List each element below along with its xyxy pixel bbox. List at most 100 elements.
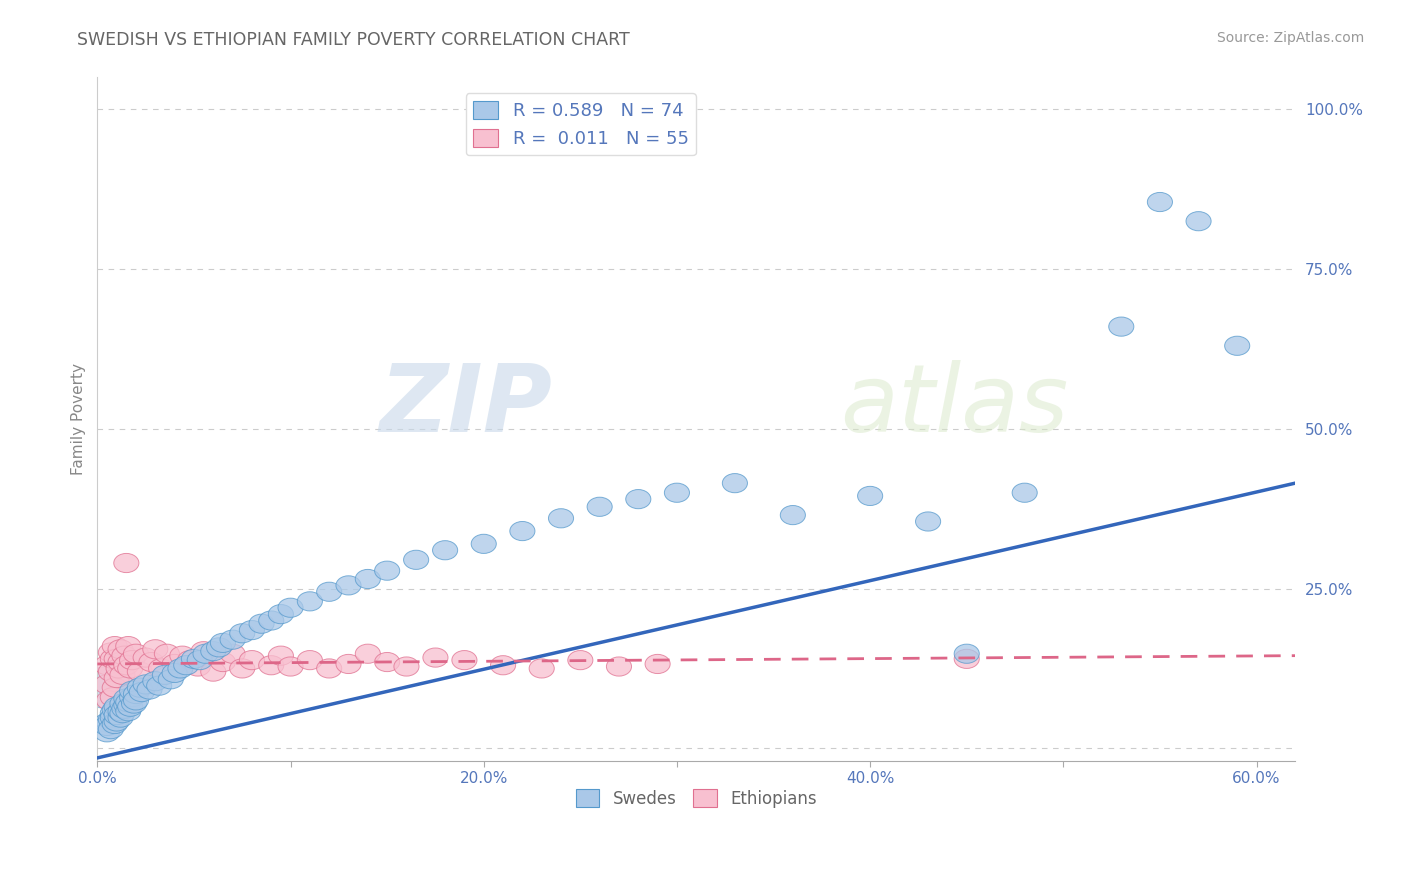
Ellipse shape <box>229 624 254 643</box>
Y-axis label: Family Poverty: Family Poverty <box>72 363 86 475</box>
Ellipse shape <box>118 659 143 678</box>
Ellipse shape <box>94 656 120 675</box>
Text: Source: ZipAtlas.com: Source: ZipAtlas.com <box>1216 31 1364 45</box>
Ellipse shape <box>548 508 574 528</box>
Ellipse shape <box>110 694 135 714</box>
Ellipse shape <box>239 621 264 640</box>
Ellipse shape <box>103 700 128 720</box>
Ellipse shape <box>780 506 806 524</box>
Ellipse shape <box>211 652 235 672</box>
Ellipse shape <box>103 714 128 733</box>
Ellipse shape <box>374 561 399 581</box>
Ellipse shape <box>115 637 141 656</box>
Ellipse shape <box>588 497 612 516</box>
Ellipse shape <box>103 678 128 698</box>
Ellipse shape <box>529 659 554 678</box>
Ellipse shape <box>723 474 748 492</box>
Ellipse shape <box>134 675 159 694</box>
Ellipse shape <box>146 676 172 695</box>
Ellipse shape <box>124 644 149 664</box>
Ellipse shape <box>269 605 294 624</box>
Ellipse shape <box>336 655 361 673</box>
Ellipse shape <box>955 649 980 668</box>
Ellipse shape <box>170 646 195 665</box>
Ellipse shape <box>229 659 254 678</box>
Ellipse shape <box>104 649 129 668</box>
Ellipse shape <box>187 650 212 670</box>
Ellipse shape <box>394 657 419 676</box>
Ellipse shape <box>149 659 174 678</box>
Ellipse shape <box>259 611 284 630</box>
Ellipse shape <box>159 670 183 689</box>
Ellipse shape <box>114 553 139 573</box>
Ellipse shape <box>336 576 361 595</box>
Ellipse shape <box>105 659 131 678</box>
Ellipse shape <box>112 646 136 665</box>
Ellipse shape <box>94 716 120 736</box>
Ellipse shape <box>316 582 342 601</box>
Ellipse shape <box>124 690 149 710</box>
Text: SWEDISH VS ETHIOPIAN FAMILY POVERTY CORRELATION CHART: SWEDISH VS ETHIOPIAN FAMILY POVERTY CORR… <box>77 31 630 49</box>
Ellipse shape <box>174 656 198 675</box>
Ellipse shape <box>606 657 631 676</box>
Ellipse shape <box>98 643 124 662</box>
Ellipse shape <box>120 681 145 700</box>
Ellipse shape <box>129 682 155 702</box>
Ellipse shape <box>128 662 152 681</box>
Ellipse shape <box>128 678 152 698</box>
Ellipse shape <box>118 698 143 716</box>
Ellipse shape <box>152 665 177 684</box>
Ellipse shape <box>356 644 381 664</box>
Ellipse shape <box>201 662 226 681</box>
Ellipse shape <box>219 644 245 664</box>
Ellipse shape <box>568 650 593 670</box>
Ellipse shape <box>100 688 125 706</box>
Ellipse shape <box>115 693 141 712</box>
Ellipse shape <box>143 640 167 659</box>
Ellipse shape <box>97 690 121 710</box>
Ellipse shape <box>120 688 145 706</box>
Ellipse shape <box>201 641 226 661</box>
Ellipse shape <box>110 665 135 684</box>
Ellipse shape <box>114 695 139 714</box>
Ellipse shape <box>100 708 125 727</box>
Ellipse shape <box>143 672 167 690</box>
Ellipse shape <box>955 644 980 664</box>
Ellipse shape <box>356 569 381 589</box>
Ellipse shape <box>94 675 120 694</box>
Ellipse shape <box>211 633 235 652</box>
Ellipse shape <box>297 650 322 670</box>
Ellipse shape <box>112 699 136 718</box>
Ellipse shape <box>404 550 429 569</box>
Ellipse shape <box>121 694 146 714</box>
Ellipse shape <box>471 534 496 553</box>
Ellipse shape <box>1225 336 1250 355</box>
Ellipse shape <box>1147 193 1173 211</box>
Ellipse shape <box>98 720 124 739</box>
Ellipse shape <box>108 640 134 659</box>
Ellipse shape <box>104 668 129 688</box>
Ellipse shape <box>193 644 218 664</box>
Ellipse shape <box>423 648 449 667</box>
Ellipse shape <box>110 704 135 723</box>
Ellipse shape <box>136 680 162 699</box>
Ellipse shape <box>104 706 129 724</box>
Text: ZIP: ZIP <box>380 359 553 451</box>
Ellipse shape <box>167 659 193 678</box>
Ellipse shape <box>297 591 322 611</box>
Ellipse shape <box>191 641 217 661</box>
Ellipse shape <box>374 652 399 672</box>
Ellipse shape <box>100 649 125 668</box>
Ellipse shape <box>115 702 141 721</box>
Ellipse shape <box>239 650 264 670</box>
Ellipse shape <box>316 659 342 678</box>
Ellipse shape <box>645 655 671 673</box>
Ellipse shape <box>104 712 129 731</box>
Ellipse shape <box>162 655 187 673</box>
Ellipse shape <box>186 657 211 676</box>
Ellipse shape <box>162 664 187 682</box>
Text: atlas: atlas <box>839 360 1069 451</box>
Ellipse shape <box>108 652 134 672</box>
Ellipse shape <box>98 662 124 681</box>
Ellipse shape <box>181 649 207 668</box>
